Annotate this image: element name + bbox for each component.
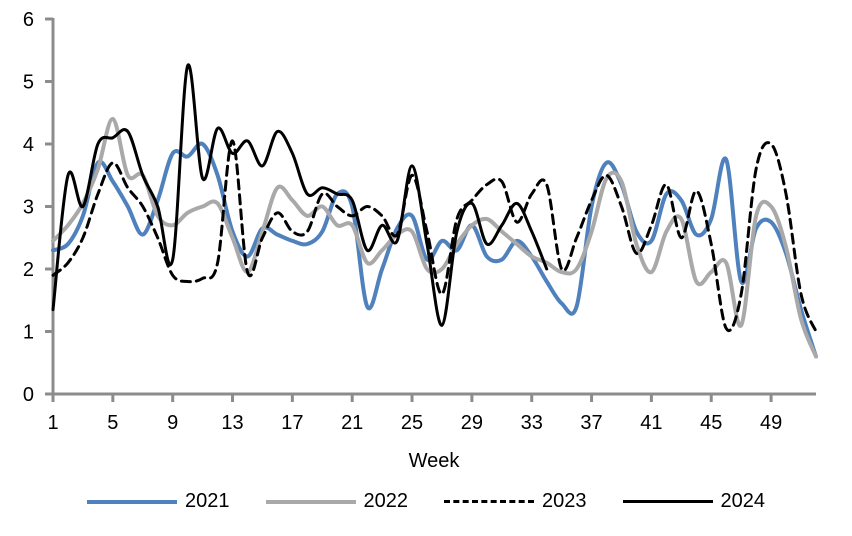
x-tick-label: 37 bbox=[580, 412, 602, 434]
x-tick-label: 9 bbox=[167, 412, 178, 434]
y-tick-label: 5 bbox=[23, 72, 34, 94]
legend-label: 2023 bbox=[542, 490, 587, 512]
x-tick-label: 33 bbox=[521, 412, 543, 434]
y-tick-label: 6 bbox=[23, 9, 34, 31]
x-tick-label: 29 bbox=[461, 412, 483, 434]
legend-label: 2022 bbox=[363, 490, 409, 512]
legend-label: 2024 bbox=[720, 490, 766, 512]
legend-item-2022: 2022 bbox=[265, 490, 409, 513]
x-axis-title: Week bbox=[408, 450, 460, 472]
legend-2023-line-icon bbox=[444, 500, 534, 503]
x-tick-label: 5 bbox=[107, 412, 118, 434]
y-tick-label: 2 bbox=[23, 259, 34, 281]
legend-item-2021: 2021 bbox=[87, 490, 230, 513]
legend-2024-line-icon bbox=[622, 500, 713, 503]
x-tick-label: 45 bbox=[700, 412, 722, 434]
x-tick-label: 13 bbox=[221, 412, 243, 434]
x-tick-label: 17 bbox=[281, 412, 303, 434]
y-tick-label: 3 bbox=[23, 197, 34, 219]
chart-legend: 2021 2022 2023 2024 bbox=[0, 490, 852, 513]
x-tick-label: 41 bbox=[640, 412, 662, 434]
y-tick-label: 1 bbox=[23, 322, 34, 344]
legend-label: 2021 bbox=[185, 490, 230, 512]
legend-item-2023: 2023 bbox=[444, 490, 587, 513]
x-tick-label: 21 bbox=[341, 412, 363, 434]
series-2024-line bbox=[51, 63, 549, 327]
legend-2022-line-icon bbox=[265, 499, 356, 504]
x-tick-label: 25 bbox=[401, 412, 423, 434]
x-tick-label: 49 bbox=[760, 412, 782, 434]
y-tick-label: 4 bbox=[23, 134, 34, 156]
x-tick-label: 1 bbox=[47, 412, 58, 434]
legend-2021-line-icon bbox=[87, 499, 177, 504]
legend-item-2024: 2024 bbox=[622, 490, 766, 513]
series-2023-line bbox=[51, 139, 818, 333]
series-2022-line bbox=[51, 116, 818, 359]
y-tick-label: 0 bbox=[23, 384, 34, 406]
series-2021-line bbox=[51, 141, 818, 359]
